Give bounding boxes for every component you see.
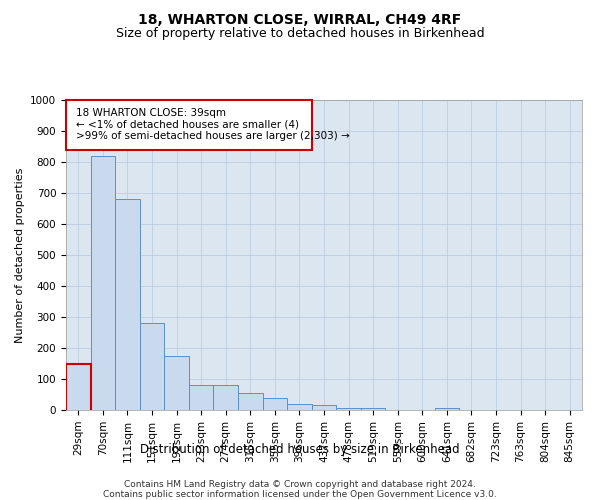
Bar bbox=[115, 199, 140, 410]
Bar bbox=[164, 356, 189, 410]
Text: Contains HM Land Registry data © Crown copyright and database right 2024.
Contai: Contains HM Land Registry data © Crown c… bbox=[103, 480, 497, 500]
Bar bbox=[287, 404, 312, 410]
Bar bbox=[66, 364, 91, 410]
Text: 18, WHARTON CLOSE, WIRRAL, CH49 4RF: 18, WHARTON CLOSE, WIRRAL, CH49 4RF bbox=[139, 12, 461, 26]
Bar bbox=[434, 408, 459, 410]
Text: Distribution of detached houses by size in Birkenhead: Distribution of detached houses by size … bbox=[140, 442, 460, 456]
Bar bbox=[238, 393, 263, 410]
Bar bbox=[214, 385, 238, 410]
Y-axis label: Number of detached properties: Number of detached properties bbox=[14, 168, 25, 342]
Text: Size of property relative to detached houses in Birkenhead: Size of property relative to detached ho… bbox=[116, 28, 484, 40]
Bar bbox=[91, 156, 115, 410]
Text: 18 WHARTON CLOSE: 39sqm
← <1% of detached houses are smaller (4)
>99% of semi-de: 18 WHARTON CLOSE: 39sqm ← <1% of detache… bbox=[76, 108, 350, 142]
Bar bbox=[312, 406, 336, 410]
FancyBboxPatch shape bbox=[66, 100, 312, 150]
Bar bbox=[336, 408, 361, 410]
Bar bbox=[263, 398, 287, 410]
Bar bbox=[140, 323, 164, 410]
Bar bbox=[189, 385, 214, 410]
Bar bbox=[361, 408, 385, 410]
